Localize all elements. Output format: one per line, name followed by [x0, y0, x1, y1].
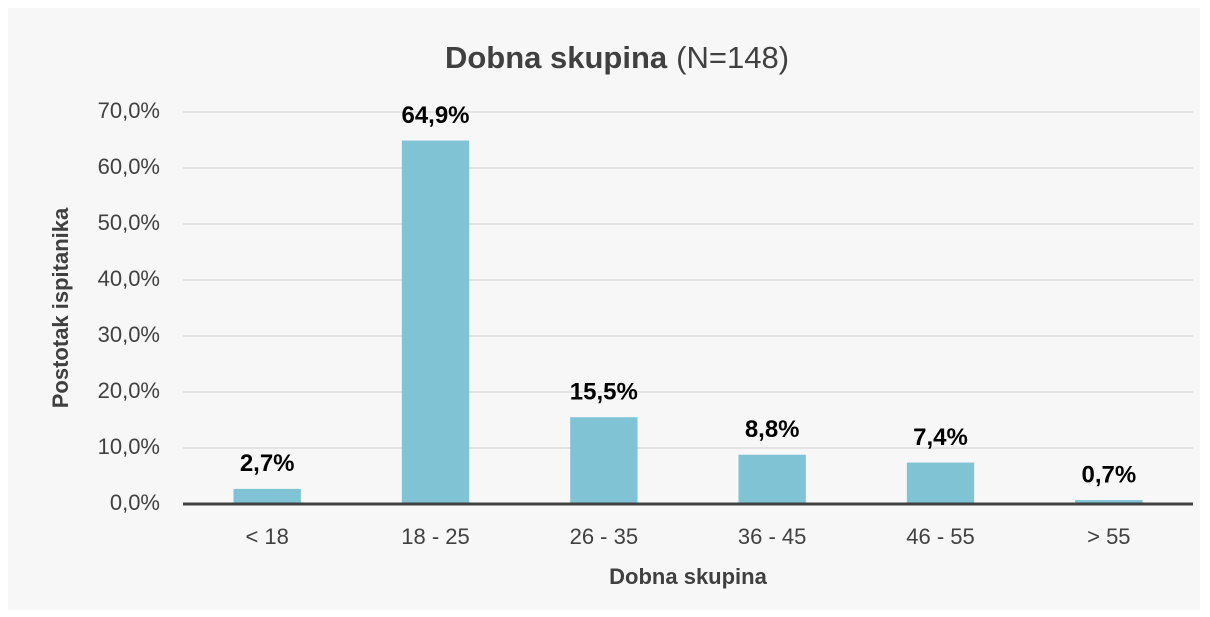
y-tick-label: 70,0%	[98, 98, 160, 123]
x-axis-title: Dobna skupina	[609, 564, 767, 589]
bar	[233, 488, 301, 504]
bar	[570, 417, 638, 504]
chart-background	[8, 8, 1200, 610]
y-tick-label: 60,0%	[98, 154, 160, 179]
data-label: 2,7%	[240, 450, 295, 477]
bar	[401, 140, 470, 504]
y-tick-label: 30,0%	[98, 322, 160, 347]
x-tick-label: < 18	[245, 524, 288, 549]
data-label: 15,5%	[570, 379, 638, 406]
y-tick-label: 0,0%	[110, 490, 160, 515]
y-axis-title: Postotak ispitanika	[48, 207, 73, 408]
x-tick-label: 36 - 45	[738, 524, 807, 549]
data-label: 7,4%	[913, 424, 968, 451]
y-tick-label: 50,0%	[98, 210, 160, 235]
data-label: 8,8%	[745, 416, 800, 443]
x-tick-label: > 55	[1087, 524, 1130, 549]
title-main: Dobna skupina	[445, 40, 668, 75]
x-tick-label: 18 - 25	[401, 524, 470, 549]
x-tick-label: 26 - 35	[570, 524, 639, 549]
y-tick-label: 40,0%	[98, 266, 160, 291]
bar	[738, 454, 806, 504]
data-label: 64,9%	[401, 102, 469, 129]
title-note: (N=148)	[676, 40, 789, 75]
bar	[1075, 500, 1143, 504]
data-label: 0,7%	[1081, 461, 1136, 488]
x-tick-label: 46 - 55	[906, 524, 975, 549]
chart-title: Dobna skupina (N=148)	[445, 40, 789, 75]
bar	[906, 462, 975, 504]
y-tick-label: 20,0%	[98, 378, 160, 403]
y-tick-label: 10,0%	[98, 434, 160, 459]
